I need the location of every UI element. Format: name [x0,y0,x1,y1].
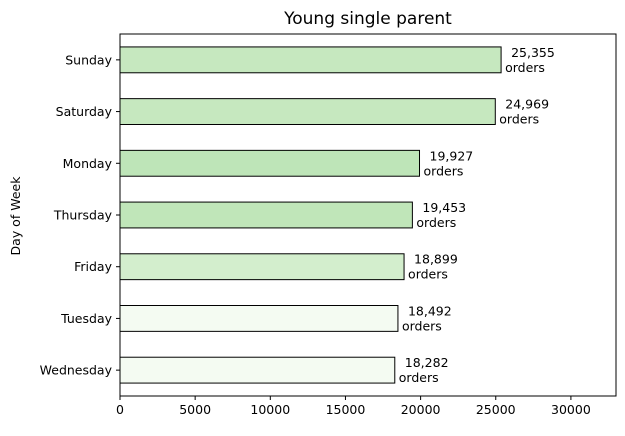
x-tick-label-15000: 15000 [326,402,366,417]
bar-friday [119,253,405,281]
bar-thursday [119,201,413,229]
bars-group [119,46,502,384]
y-tick-label-friday: Friday [74,259,112,274]
y-axis-label: Day of Week [8,176,23,256]
data-label-sunday: 25,355 orders [505,45,555,75]
plot-area: 18,282 orders 18,492 orders 18,899 orders 19,4… [40,33,617,417]
data-label-wednesday: 18,282 orders [399,355,449,385]
y-axis: Wednesday Tuesday Friday Thursday Monday Satu… [40,52,120,378]
chart-title: Young single parent [283,9,452,29]
x-tick-label-30000: 30000 [551,402,591,417]
x-tick-label-5000: 5000 [179,402,211,417]
bar-sunday [119,46,502,74]
bar-tuesday [119,305,399,332]
bar-wednesday [119,356,396,384]
y-tick-label-thursday: Thursday [53,208,113,223]
x-tick-label-25000: 25000 [476,402,516,417]
data-label-saturday: 24,969 orders [499,97,549,127]
data-label-tuesday: 18,492 orders [402,303,452,333]
bar-saturday [119,98,496,126]
data-labels-group: 18,282 orders 18,492 orders 18,899 orders 19,4… [399,45,555,385]
y-tick-label-sunday: Sunday [65,52,112,67]
data-label-monday: 19,927 orders [424,148,474,178]
y-tick-label-saturday: Saturday [56,104,113,119]
y-tick-label-wednesday: Wednesday [40,363,113,378]
data-label-friday: 18,899 orders [408,252,458,282]
y-tick-label-monday: Monday [63,156,113,171]
data-label-thursday: 19,453 orders [416,200,466,230]
x-tick-label-20000: 20000 [401,402,441,417]
y-tick-label-tuesday: Tuesday [60,311,112,326]
x-axis: 0 5000 10000 15000 20000 25000 30000 [116,396,591,417]
x-tick-label-10000: 10000 [250,402,290,417]
bar-monday [119,149,421,177]
x-tick-label-0: 0 [116,402,124,417]
